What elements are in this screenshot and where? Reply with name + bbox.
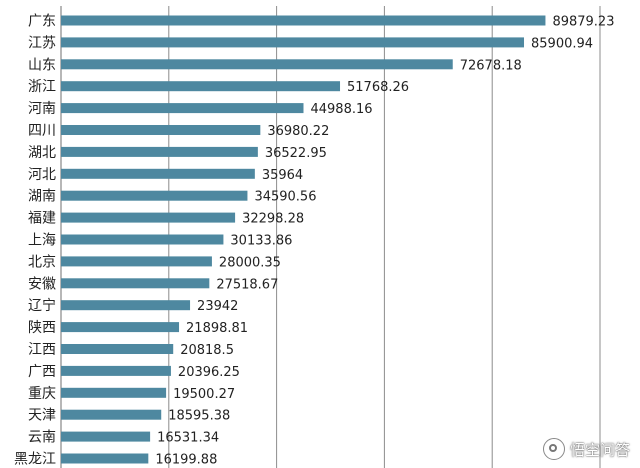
category-label: 江西 [28,342,56,358]
bar [61,168,255,179]
bar [61,81,341,92]
bar [61,387,167,398]
category-label: 湖北 [28,145,56,161]
category-label: 福建 [28,211,56,227]
category-label: 安徽 [28,276,56,292]
data-label: 30133.86 [230,234,292,249]
bar [61,103,304,114]
bar [61,125,261,135]
data-label: 44988.16 [310,102,372,117]
data-label: 20396.25 [178,365,240,380]
data-label: 36980.22 [267,124,329,139]
category-label: 天津 [28,408,56,424]
data-label: 85900.94 [531,36,593,51]
data-label: 34590.56 [254,190,316,205]
data-label: 32298.28 [242,212,304,227]
category-label: 云南 [28,430,56,446]
category-label: 重庆 [28,386,56,402]
category-label: 河南 [28,101,56,117]
data-label: 16199.88 [155,453,217,468]
category-label: 辽宁 [28,297,56,314]
data-label: 16531.34 [157,431,219,446]
bar [61,234,224,245]
bar [61,453,149,464]
category-label: 陕西 [28,320,56,336]
bar [61,344,174,354]
data-label: 36522.95 [265,146,327,161]
data-label: 20818.5 [180,343,234,358]
bar [61,365,171,376]
data-label: 89879.23 [552,15,614,30]
bar [61,212,236,223]
data-label: 72678.18 [460,58,522,73]
data-label: 28000.35 [219,255,281,270]
category-label: 上海 [28,233,56,249]
bar [61,278,210,289]
bar [61,300,191,311]
watermark: 悟空问答 [542,438,630,460]
watermark-text: 悟空问答 [569,440,630,459]
category-label: 山东 [28,57,56,73]
bar [61,322,180,333]
category-label: 广西 [28,364,56,380]
wukong-logo-icon [542,438,565,460]
data-label: 51768.26 [347,80,409,95]
category-label: 江苏 [28,35,56,51]
data-label: 27518.67 [216,277,278,292]
category-label: 四川 [28,123,56,139]
category-label: 浙江 [28,79,56,95]
bar [61,15,546,26]
bar [61,146,258,157]
category-label: 黑龙江 [14,452,56,468]
bar [61,431,151,442]
data-label: 23942 [197,299,238,314]
data-label: 21898.81 [186,321,248,336]
category-label: 广东 [28,14,56,30]
bar [61,256,212,267]
bar [61,59,453,70]
data-label: 35964 [262,168,303,183]
data-label: 18595.38 [168,409,230,424]
category-label: 湖南 [28,189,56,205]
bar [61,37,525,48]
category-label: 北京 [28,254,56,270]
category-label: 河北 [28,167,56,183]
data-label: 19500.27 [173,387,235,402]
bar [61,409,162,420]
bar [61,190,248,201]
